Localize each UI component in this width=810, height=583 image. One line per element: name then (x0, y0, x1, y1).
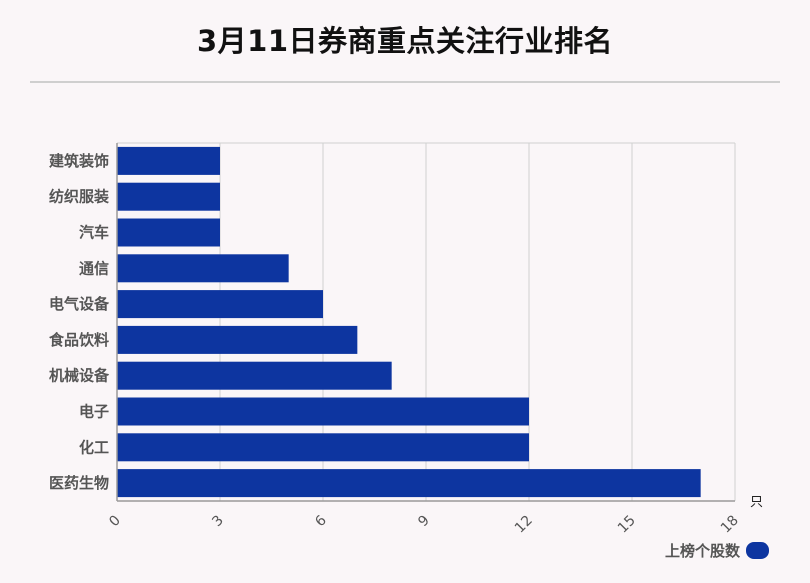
category-label: 机械设备 (49, 367, 110, 385)
category-label: 电气设备 (49, 295, 110, 313)
category-label: 医药生物 (49, 474, 109, 492)
bar[interactable] (117, 361, 392, 390)
bar[interactable] (117, 397, 529, 426)
x-tick-label: 6 (312, 512, 330, 530)
bar[interactable] (117, 218, 220, 247)
bar[interactable] (117, 146, 220, 175)
bar[interactable] (117, 254, 289, 283)
category-label: 建筑装饰 (49, 152, 109, 170)
category-label: 通信 (79, 259, 109, 277)
bars (117, 146, 701, 498)
title-divider (30, 81, 780, 83)
x-tick-labels: 0 3 6 9 12 15 18 (106, 512, 742, 536)
category-label: 电子 (79, 403, 109, 421)
chart-title: 3月11日券商重点关注行业排名 (196, 24, 614, 58)
bar[interactable] (117, 290, 323, 319)
bar[interactable] (117, 469, 701, 498)
category-label: 化工 (79, 438, 109, 456)
x-tick-label: 15 (615, 513, 639, 537)
category-label: 食品饮料 (49, 331, 109, 349)
x-tick-label: 0 (106, 513, 124, 531)
category-label: 汽车 (79, 224, 109, 242)
legend[interactable]: 上榜个股数 (665, 540, 769, 561)
bar[interactable] (117, 182, 220, 211)
legend-swatch (746, 542, 769, 559)
x-tick-label: 18 (718, 513, 742, 537)
x-tick-label: 3 (209, 513, 227, 531)
x-tick-label: 9 (415, 513, 433, 531)
bar[interactable] (117, 433, 529, 462)
x-tick-label: 12 (512, 513, 536, 537)
legend-label: 上榜个股数 (664, 542, 740, 560)
bar[interactable] (117, 325, 358, 354)
axes (116, 143, 735, 502)
category-label: 纺织服装 (49, 188, 110, 206)
x-axis-unit: 只 (750, 495, 763, 510)
